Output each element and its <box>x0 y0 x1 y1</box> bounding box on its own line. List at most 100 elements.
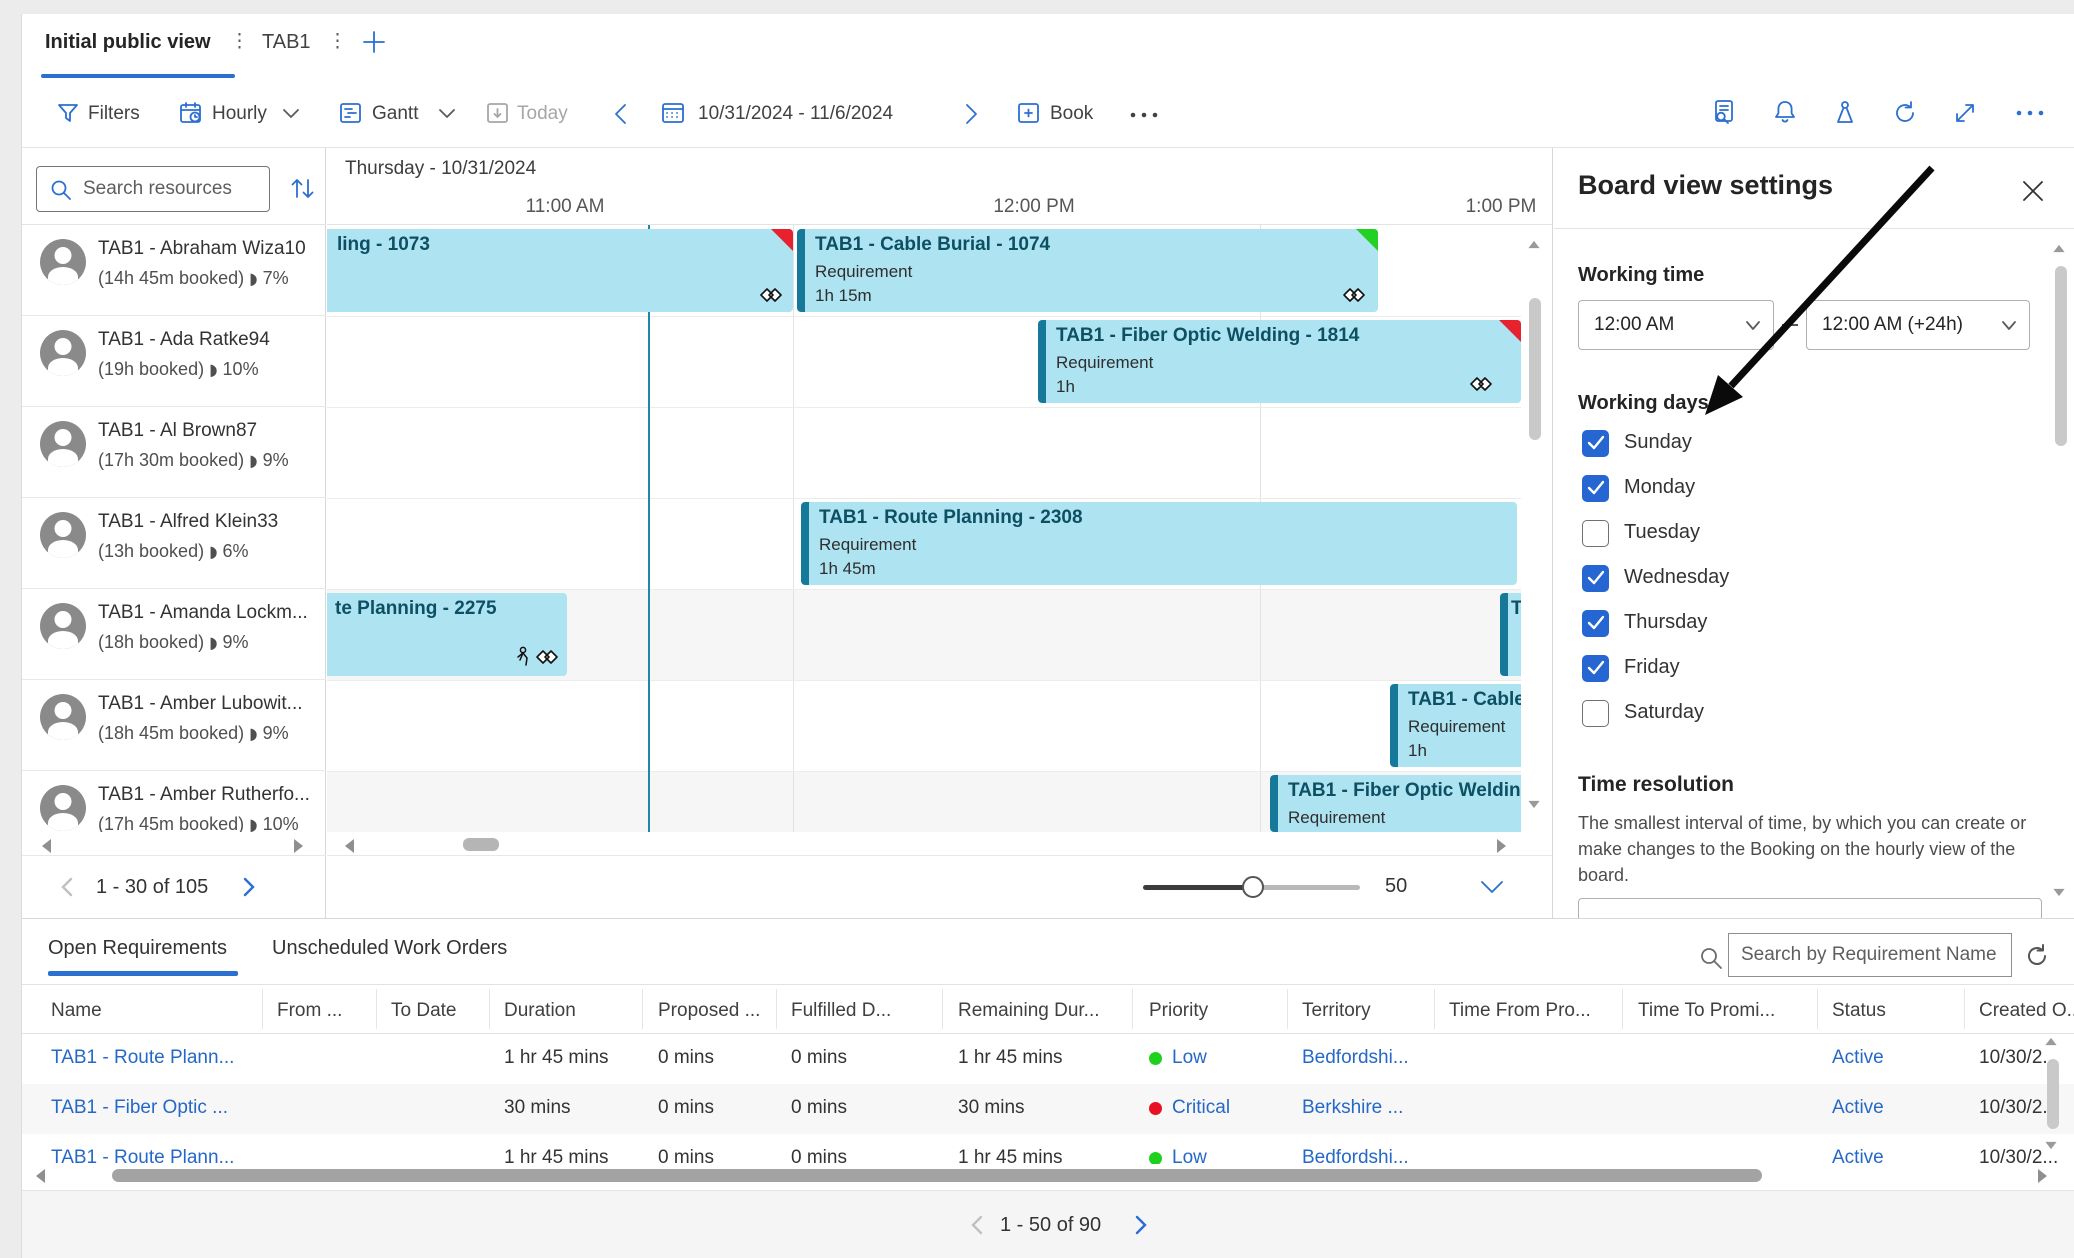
requirements-prev-page-icon[interactable] <box>968 1214 986 1236</box>
sort-resources-icon[interactable] <box>288 174 318 204</box>
table-scroll-right-icon[interactable] <box>2038 1169 2047 1183</box>
prev-date-chevron-icon[interactable] <box>610 102 632 126</box>
requirement-name-link[interactable]: TAB1 - Fiber Optic ... <box>51 1097 229 1118</box>
resources-scroll-left-icon[interactable] <box>42 839 51 853</box>
requirement-row[interactable]: TAB1 - Route Plann... 1 hr 45 mins 0 min… <box>22 1034 2074 1084</box>
checkbox-checked[interactable] <box>1582 475 1609 502</box>
col-created-on[interactable]: Created O... <box>1979 1000 2074 1021</box>
col-name[interactable]: Name <box>51 1000 102 1021</box>
status-cell[interactable]: Active <box>1832 1047 1884 1068</box>
booking-block[interactable]: TAB1 - Fiber Optic Weldin Requirement <box>1270 775 1521 832</box>
notifications-bell-icon[interactable] <box>1770 98 1800 128</box>
tab2-menu-icon[interactable]: ⋮ <box>328 31 347 52</box>
priority-cell[interactable]: Critical <box>1172 1097 1231 1118</box>
working-time-start-dropdown[interactable]: 12:00 AM <box>1578 300 1774 350</box>
resource-row[interactable]: TAB1 - Alfred Klein33 (13h booked) ◗ 6% <box>22 498 326 589</box>
requirements-panel-icon[interactable] <box>1710 98 1740 128</box>
resource-row[interactable]: TAB1 - Abraham Wiza10 (14h 45m booked) ◗… <box>22 225 326 316</box>
requirement-row[interactable]: TAB1 - Fiber Optic ... 30 mins 0 mins 0 … <box>22 1084 2074 1134</box>
gantt-scroll-down-icon[interactable] <box>1528 800 1540 809</box>
panel-scroll-down-icon[interactable] <box>2053 888 2065 897</box>
map-view-icon[interactable] <box>1830 98 1860 128</box>
booking-block[interactable]: ling - 1073 <box>327 229 793 312</box>
toolbar-overflow-icon[interactable] <box>2014 108 2048 118</box>
today-button[interactable]: Today <box>517 103 568 124</box>
requirement-row[interactable]: TAB1 - Route Plann... 1 hr 45 mins 0 min… <box>22 1134 2074 1164</box>
territory-link[interactable]: Bedfordshi... <box>1302 1147 1409 1164</box>
status-cell[interactable]: Active <box>1832 1147 1884 1164</box>
gantt-scroll-right-icon[interactable] <box>1497 839 1506 853</box>
gantt-scroll-up-icon[interactable] <box>1528 240 1540 249</box>
collapse-bottom-chevron-icon[interactable] <box>1479 878 1505 898</box>
booking-block[interactable]: TAB1 - Route Planning - 2308 Requirement… <box>801 502 1517 585</box>
col-from[interactable]: From ... <box>277 1000 343 1021</box>
panel-vertical-scrollbar[interactable] <box>2055 266 2067 446</box>
requirement-name-link[interactable]: TAB1 - Route Plann... <box>51 1147 235 1164</box>
tab1-menu-icon[interactable]: ⋮ <box>230 31 249 52</box>
tab-tab1[interactable]: TAB1 <box>262 31 311 53</box>
requirements-next-page-icon[interactable] <box>1132 1214 1150 1236</box>
search-resources-input[interactable]: Search resources <box>36 166 270 212</box>
requirement-name-link[interactable]: TAB1 - Route Plann... <box>51 1047 235 1068</box>
panel-scroll-up-icon[interactable] <box>2053 244 2065 253</box>
status-cell[interactable]: Active <box>1832 1097 1884 1118</box>
priority-cell[interactable]: Low <box>1172 1147 1207 1164</box>
gantt-vertical-scrollbar[interactable] <box>1529 298 1541 440</box>
col-duration[interactable]: Duration <box>504 1000 576 1021</box>
checkbox-unchecked[interactable] <box>1582 700 1609 727</box>
col-time-from[interactable]: Time From Pro... <box>1449 1000 1591 1021</box>
gantt-scroll-left-icon[interactable] <box>345 839 354 853</box>
col-status[interactable]: Status <box>1832 1000 1886 1021</box>
booking-block[interactable]: TAB1 - Cable Burial - 1074 Requirement 1… <box>797 229 1378 312</box>
table-horizontal-scrollbar[interactable] <box>112 1169 1762 1182</box>
col-territory[interactable]: Territory <box>1302 1000 1371 1021</box>
booking-block[interactable]: TAB1 - Fiber Optic Welding - 1814 Requir… <box>1038 320 1521 403</box>
table-scroll-left-icon[interactable] <box>36 1169 45 1183</box>
requirements-refresh-icon[interactable] <box>2022 941 2052 971</box>
booking-block[interactable]: te Planning - 2275 <box>327 593 567 676</box>
resource-row[interactable]: TAB1 - Amber Rutherfo... (17h 45m booked… <box>22 771 326 832</box>
gantt-chevron-down-icon[interactable] <box>438 107 456 121</box>
next-date-chevron-icon[interactable] <box>960 102 982 126</box>
toolbar-more-icon[interactable] <box>1128 110 1162 120</box>
table-scroll-down-icon[interactable] <box>2045 1141 2057 1150</box>
territory-link[interactable]: Berkshire ... <box>1302 1097 1404 1118</box>
priority-cell[interactable]: Low <box>1172 1047 1207 1068</box>
display-mode-dropdown[interactable]: Gantt <box>372 103 419 124</box>
requirements-search-input[interactable]: Search by Requirement Name <box>1728 933 2012 977</box>
filters-button[interactable]: Filters <box>88 103 140 124</box>
zoom-slider-handle[interactable] <box>1242 876 1264 898</box>
booking-block[interactable]: T <box>1500 593 1521 676</box>
hourly-chevron-down-icon[interactable] <box>282 107 300 121</box>
resource-row[interactable]: TAB1 - Al Brown87 (17h 30m booked) ◗ 9% <box>22 407 326 498</box>
close-panel-icon[interactable] <box>2020 178 2046 204</box>
checkbox-checked[interactable] <box>1582 565 1609 592</box>
working-time-end-dropdown[interactable]: 12:00 AM (+24h) <box>1806 300 2030 350</box>
col-to-date[interactable]: To Date <box>391 1000 457 1021</box>
fullscreen-icon[interactable] <box>1950 98 1980 128</box>
refresh-board-icon[interactable] <box>1890 98 1920 128</box>
checkbox-checked[interactable] <box>1582 655 1609 682</box>
view-mode-dropdown[interactable]: Hourly <box>212 103 267 124</box>
col-fulfilled[interactable]: Fulfilled D... <box>791 1000 892 1021</box>
checkbox-checked[interactable] <box>1582 610 1609 637</box>
resource-row[interactable]: TAB1 - Amber Lubowit... (18h 45m booked)… <box>22 680 326 771</box>
time-resolution-dropdown[interactable] <box>1578 898 2042 918</box>
territory-link[interactable]: Bedfordshi... <box>1302 1047 1409 1068</box>
col-remaining[interactable]: Remaining Dur... <box>958 1000 1100 1021</box>
book-button[interactable]: Book <box>1050 103 1094 124</box>
add-tab-icon[interactable] <box>360 28 388 56</box>
table-vertical-scrollbar[interactable] <box>2047 1059 2059 1129</box>
gantt-horizontal-scrollbar[interactable] <box>463 838 499 851</box>
tab-open-requirements[interactable]: Open Requirements <box>48 937 227 959</box>
tab-initial-public-view[interactable]: Initial public view <box>45 31 211 53</box>
booking-block[interactable]: TAB1 - Cable Requirement 1h <box>1390 684 1521 767</box>
table-scroll-up-icon[interactable] <box>2045 1037 2057 1046</box>
checkbox-checked[interactable] <box>1582 430 1609 457</box>
date-range-label[interactable]: 10/31/2024 - 11/6/2024 <box>698 103 894 124</box>
col-priority[interactable]: Priority <box>1149 1000 1209 1021</box>
col-time-to[interactable]: Time To Promi... <box>1638 1000 1776 1021</box>
checkbox-unchecked[interactable] <box>1582 520 1609 547</box>
col-proposed[interactable]: Proposed ... <box>658 1000 761 1021</box>
resources-scroll-right-icon[interactable] <box>294 839 303 853</box>
